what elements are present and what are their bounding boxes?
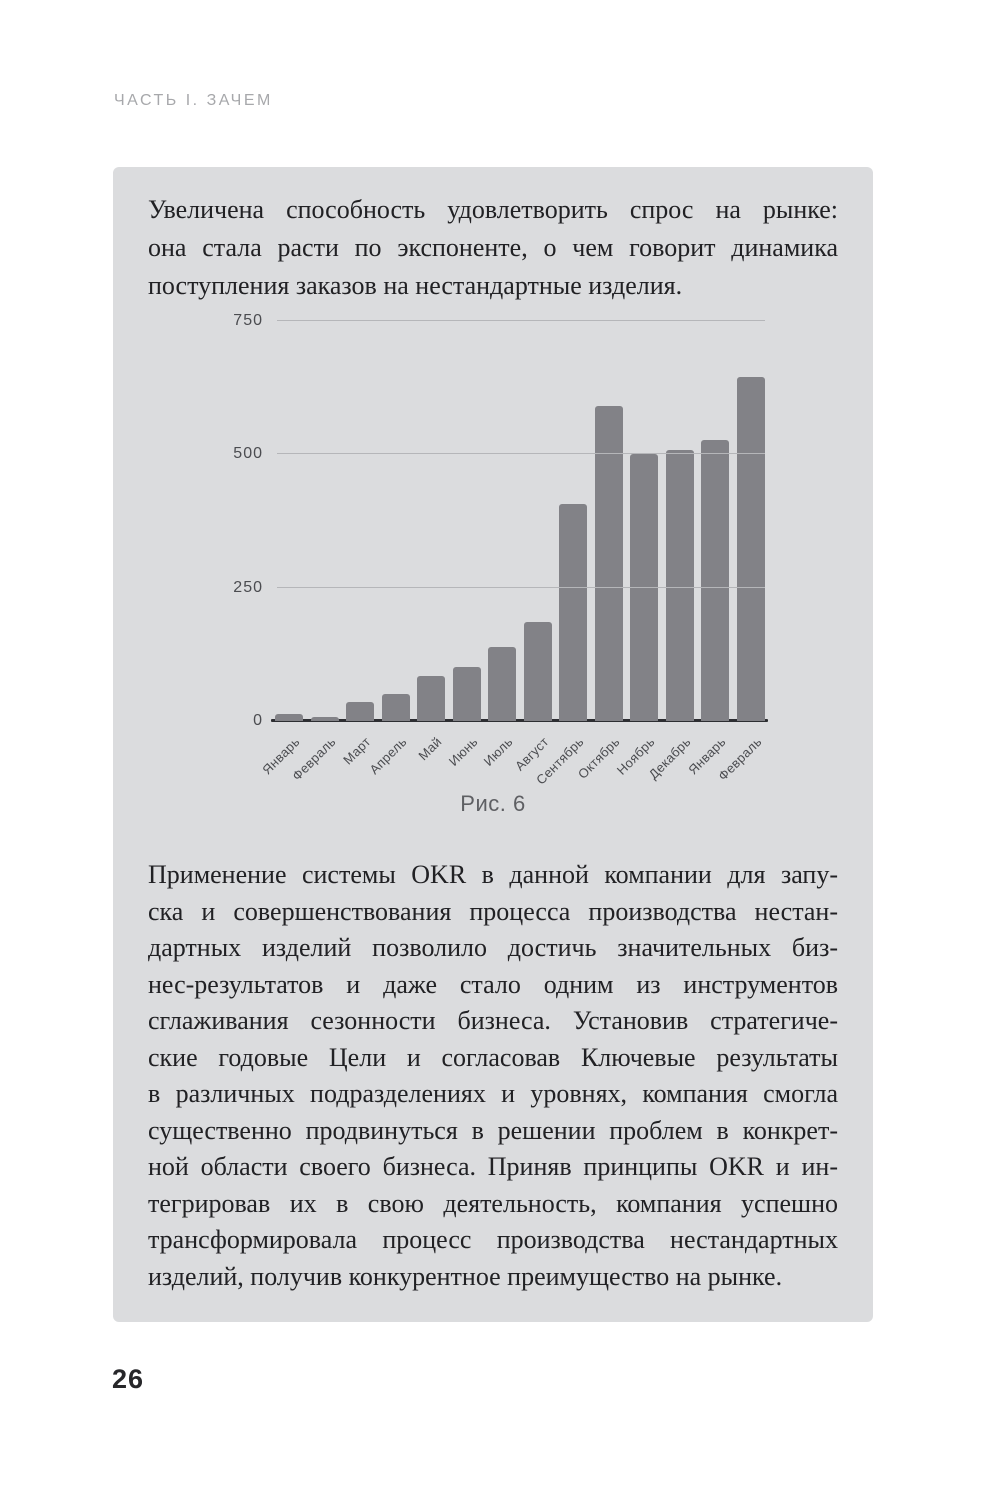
x-axis-tick-label: Июнь [445, 734, 481, 769]
bar [665, 450, 694, 721]
bar [559, 504, 588, 721]
text-line: трансформировала процесс производства не… [148, 1225, 838, 1254]
bar [452, 666, 481, 721]
bar [630, 454, 659, 721]
x-axis-labels: Январь Февраль Март Апрель Май Июнь Июль Август… [259, 721, 775, 791]
figure-caption: Рис. 6 [460, 791, 526, 816]
text-line: в различных подразделениях и уровнях, ко… [148, 1079, 838, 1108]
bar [417, 675, 446, 721]
intro-paragraph: Увеличена способность удовлетворить спро… [148, 191, 838, 305]
body-paragraph: Применение системы OKR в данной компании… [148, 857, 838, 1295]
text-line: поступления заказов на нестандартные изд… [148, 271, 683, 300]
bar [488, 647, 517, 721]
bar [275, 713, 303, 721]
page-number: 26 [112, 1364, 145, 1394]
bar [346, 702, 375, 721]
chart-plot: 0 250 500 750 [233, 312, 768, 729]
gridline [277, 320, 765, 321]
bar [594, 406, 623, 721]
text-line: она стала расти по экспоненте, о чем гов… [148, 233, 838, 262]
text-line: изделий, получив конкурентное преимущест… [148, 1261, 783, 1291]
text-line: тегрировав их в свою деятельность, компа… [148, 1188, 838, 1218]
x-axis-tick-label: Июль [480, 734, 516, 769]
bar [381, 694, 410, 721]
bar [701, 439, 730, 721]
bar [736, 377, 765, 721]
text-line: ной области своего бизнеса. Приняв принц… [148, 1152, 838, 1181]
x-axis-tick-label: Апрель [366, 734, 410, 778]
running-header: ЧАСТЬ I. ЗАЧЕМ [114, 92, 273, 109]
y-axis-tick-label: 750 [233, 312, 263, 329]
gridline [277, 586, 765, 588]
x-axis-tick-label: Май [415, 734, 445, 764]
bar [310, 716, 339, 721]
gridline [277, 453, 765, 455]
orders-bar-chart: 0 250 500 750 Январь Февраль Март Апрель Май Июн… [233, 312, 775, 791]
y-axis-tick-label: 0 [253, 712, 263, 729]
content-card: Увеличена способность удовлетворить спро… [113, 167, 873, 1322]
text-line: Увеличена способность удовлетворить спро… [148, 195, 838, 224]
y-axis-tick-label: 250 [233, 578, 263, 596]
text-line: нес-результатов и даже стало одним из ин… [148, 969, 838, 999]
text-line: сглаживания сезонности бизнеса. Установи… [148, 1006, 838, 1035]
text-line: ские годовые Цели и согласовав Ключевые … [148, 1042, 838, 1072]
text-line: дартных изделий позволило достичь значит… [148, 933, 838, 962]
bars-container [275, 321, 765, 721]
bar [523, 621, 552, 721]
text-line: ска и совершенствования процесса произво… [148, 896, 838, 926]
x-axis-line [271, 719, 768, 722]
y-axis-tick-label: 500 [233, 445, 263, 463]
text-line: существенно продвинуться в решении пробл… [148, 1115, 838, 1145]
text-line: Применение системы OKR в данной компании… [148, 860, 838, 889]
